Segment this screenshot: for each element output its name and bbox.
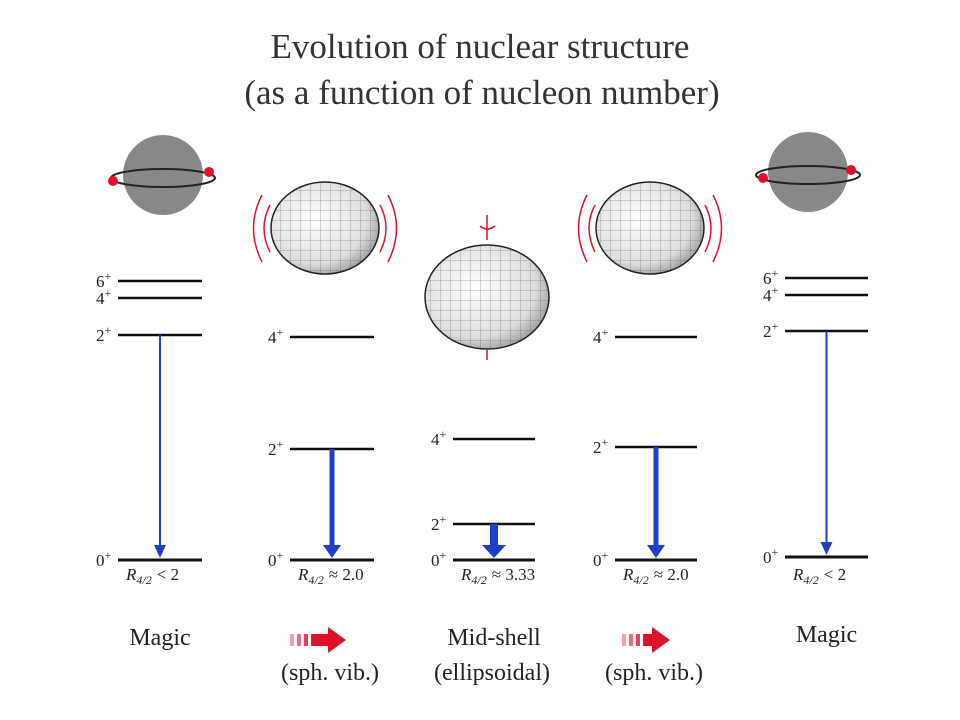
transition-arrow: [490, 524, 498, 546]
level-label: 2+: [431, 512, 447, 534]
ratio-symbol: R: [792, 565, 804, 584]
level-parity: +: [440, 548, 447, 562]
ratio-relation: ≈ 2.0: [329, 565, 364, 584]
level-parity: +: [440, 512, 447, 526]
column-name: Magic: [129, 625, 190, 651]
level-parity: +: [602, 548, 609, 562]
progress-arrow: [290, 627, 346, 653]
ratio-symbol: R: [125, 565, 137, 584]
level-label: 2+: [96, 323, 112, 345]
level-parity: +: [772, 283, 779, 297]
level-parity: +: [105, 286, 112, 300]
sphere-right: [755, 132, 861, 212]
level-parity: +: [105, 269, 112, 283]
level-label: 2+: [763, 319, 779, 341]
ellipsoid-deformed: [424, 215, 550, 360]
level-spin: 0: [431, 551, 440, 570]
ratio-subscript: 4/2: [471, 573, 486, 587]
level-label: 0+: [96, 548, 112, 570]
ratio-label: R4/2 < 2: [792, 565, 846, 587]
progress-arrow: [622, 627, 670, 653]
level-label: 0+: [763, 545, 779, 567]
level-spin: 4: [96, 289, 105, 308]
level-spin: 2: [96, 326, 105, 345]
ratio-subscript: 4/2: [803, 573, 818, 587]
level-label: 0+: [431, 548, 447, 570]
level-spin: 2: [268, 440, 277, 459]
level-spin: 0: [593, 551, 602, 570]
ellipsoid-vib-1: [252, 181, 398, 275]
level-label: 4+: [96, 286, 112, 308]
ratio-subscript: 4/2: [308, 573, 323, 587]
ratio-label: R4/2 < 2: [125, 565, 179, 587]
level-spin: 2: [763, 322, 772, 341]
level-label: 4+: [268, 325, 284, 347]
ellipsoid-vib-2: [577, 181, 723, 275]
sphere-left: [108, 135, 216, 215]
level-spin: 0: [763, 548, 772, 567]
column-note: (sph. vib.): [605, 660, 703, 686]
ratio-relation: ≈ 3.33: [492, 565, 535, 584]
transition-arrow: [159, 335, 161, 546]
level-spin: 0: [268, 551, 277, 570]
column-name: Mid-shell: [447, 625, 541, 651]
transition-arrow: [653, 447, 659, 546]
level-parity: +: [602, 435, 609, 449]
level-spin: 4: [268, 328, 277, 347]
level-parity: +: [772, 545, 779, 559]
level-parity: +: [277, 548, 284, 562]
ratio-symbol: R: [297, 565, 309, 584]
level-label: 4+: [763, 283, 779, 305]
ratio-label: R4/2 ≈ 3.33: [460, 565, 535, 587]
level-parity: +: [105, 323, 112, 337]
level-parity: +: [440, 427, 447, 441]
level-label: 0+: [593, 548, 609, 570]
level-label: 2+: [268, 437, 284, 459]
level-parity: +: [602, 325, 609, 339]
level-parity: +: [772, 319, 779, 333]
ratio-subscript: 4/2: [136, 573, 151, 587]
ratio-relation: < 2: [157, 565, 179, 584]
level-spin: 4: [763, 286, 772, 305]
ratio-symbol: R: [460, 565, 472, 584]
title-line-1: Evolution of nuclear structure: [271, 27, 690, 66]
level-label: 6+: [96, 269, 112, 291]
level-parity: +: [772, 266, 779, 280]
ratio-subscript: 4/2: [633, 573, 648, 587]
level-spin: 4: [593, 328, 602, 347]
ratio-relation: < 2: [824, 565, 846, 584]
level-label: 0+: [268, 548, 284, 570]
level-parity: +: [105, 548, 112, 562]
column-note: (sph. vib.): [281, 660, 379, 686]
level-label: 2+: [593, 435, 609, 457]
transition-arrow-head: [154, 545, 166, 558]
transition-arrow-head: [647, 545, 665, 558]
transition-arrow-head: [323, 545, 341, 558]
transition-arrow-head: [820, 542, 833, 555]
ratio-symbol: R: [622, 565, 634, 584]
level-parity: +: [277, 325, 284, 339]
level-label: 6+: [763, 266, 779, 288]
level-label: 4+: [431, 427, 447, 449]
level-spin: 2: [593, 438, 602, 457]
ratio-label: R4/2 ≈ 2.0: [297, 565, 364, 587]
ratio-label: R4/2 ≈ 2.0: [622, 565, 689, 587]
level-spin: 4: [431, 430, 440, 449]
transition-arrow: [825, 331, 828, 543]
transition-arrow: [329, 449, 335, 546]
level-parity: +: [277, 437, 284, 451]
title-line-2: (as a function of nucleon number): [244, 73, 719, 112]
ratio-relation: ≈ 2.0: [654, 565, 689, 584]
level-spin: 0: [96, 551, 105, 570]
column-name: Magic: [796, 622, 857, 648]
level-spin: 2: [431, 515, 440, 534]
level-spin: 6: [96, 272, 105, 291]
transition-arrow-head: [482, 545, 506, 558]
level-label: 4+: [593, 325, 609, 347]
column-note: (ellipsoidal): [434, 660, 550, 686]
level-spin: 6: [763, 269, 772, 288]
